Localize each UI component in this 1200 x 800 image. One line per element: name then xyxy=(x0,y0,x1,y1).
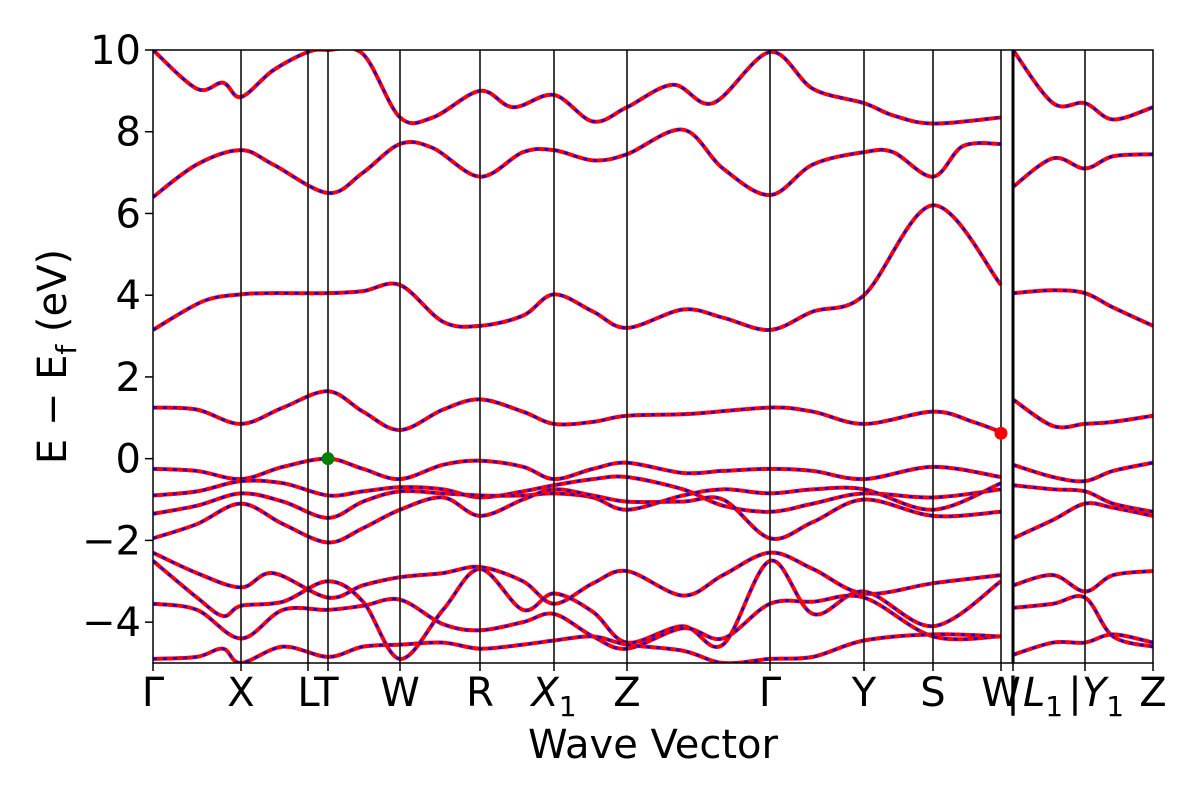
band-line-6 xyxy=(153,389,1002,434)
y-tick-label: 2 xyxy=(116,355,141,401)
plot-frame xyxy=(152,49,1154,664)
y-tick-label: 6 xyxy=(116,191,141,237)
band-line-13 xyxy=(153,487,1002,545)
band-line-5 xyxy=(1012,288,1153,328)
band-line-dash-6 xyxy=(153,389,1002,434)
band-line-7 xyxy=(1011,397,1153,430)
y-axis-label: E − Ef (eV) xyxy=(30,249,83,464)
x-tick-label: | xyxy=(1006,670,1019,716)
x-tick-label: Z xyxy=(1139,670,1166,716)
band-line-1 xyxy=(1011,50,1153,122)
x-tick-label: W xyxy=(981,670,1021,716)
band-line-dash-16 xyxy=(1012,569,1153,593)
x-tick-label: Γ xyxy=(142,670,165,716)
band-line-dash-10 xyxy=(153,475,1002,514)
band-line-16 xyxy=(1012,569,1153,594)
band-line-3 xyxy=(1011,152,1153,189)
y-axis-ticks: −4 −2 0 2 4 6 8 10 xyxy=(82,28,153,646)
band-line-dash-0 xyxy=(153,50,1002,125)
band-line-8 xyxy=(153,456,1002,482)
band-line-dash-1 xyxy=(1011,50,1153,121)
x-tick-label: Γ xyxy=(759,670,782,716)
band-line-dash-9 xyxy=(1012,461,1153,483)
y-tick-label: 10 xyxy=(90,28,141,74)
band-line-20 xyxy=(153,632,1002,663)
x-axis-ticks: Γ X LT W R X1 Z Γ Y S W| L1 | Y1 Z xyxy=(142,663,1167,723)
x-tick-label: | xyxy=(1068,670,1081,716)
band-line-dash-8 xyxy=(153,457,1002,481)
cbm-marker xyxy=(994,426,1008,440)
x-tick-label: S xyxy=(920,670,945,716)
band-line-dash-18 xyxy=(153,594,1002,651)
band-line-dash-5 xyxy=(1012,289,1153,327)
x-tick-label: Y1 xyxy=(1082,670,1124,723)
band-line-dash-2 xyxy=(153,128,1002,199)
x-tick-label: LT xyxy=(297,670,339,716)
x-tick-label: Z xyxy=(613,670,640,716)
band-line-dash-17 xyxy=(153,559,1002,661)
x-axis-label: Wave Vector xyxy=(528,722,779,768)
y-tick-label: −4 xyxy=(82,600,141,646)
x-tick-label: Y xyxy=(851,670,877,716)
band-line-2 xyxy=(153,127,1002,199)
band-lines xyxy=(153,50,1153,663)
band-line-dash-4 xyxy=(153,204,1002,332)
y-tick-label: 4 xyxy=(116,273,141,319)
x-tick-label: L1 xyxy=(1023,670,1063,723)
y-tick-label: 8 xyxy=(116,110,141,156)
markers xyxy=(321,426,1008,466)
y-tick-label: −2 xyxy=(82,518,141,564)
high-symmetry-lines xyxy=(240,50,1086,663)
band-line-dash-13 xyxy=(153,488,1002,544)
x-tick-label: X1 xyxy=(529,670,576,723)
x-tick-label: X xyxy=(227,670,254,716)
x-tick-label: W xyxy=(380,670,420,716)
x-tick-label: R xyxy=(466,670,494,716)
vbm-marker xyxy=(321,452,335,466)
band-line-4 xyxy=(153,203,1003,332)
y-tick-label: 0 xyxy=(116,437,141,483)
